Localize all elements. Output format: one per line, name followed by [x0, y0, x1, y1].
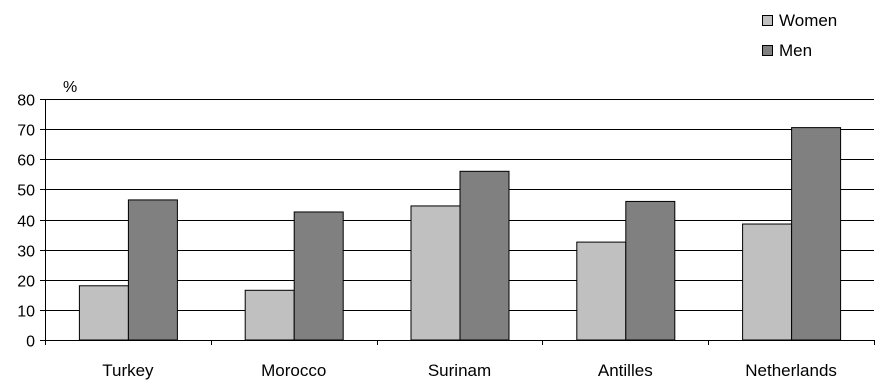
bars	[78, 127, 842, 341]
y-tick-label: 30	[17, 244, 35, 261]
bar-men-morocco	[293, 211, 344, 341]
legend-label-men: Men	[779, 41, 812, 60]
bar-women-surinam	[410, 205, 461, 341]
axes	[45, 99, 875, 345]
bar-men-turkey	[127, 199, 178, 341]
y-tick-label: 40	[17, 214, 35, 231]
legend-swatch-men	[762, 45, 773, 56]
bar-men-surinam	[459, 170, 510, 341]
bar-women-antilles	[576, 241, 627, 341]
category-label: Antilles	[598, 361, 653, 380]
y-tick-label: 60	[17, 153, 35, 170]
bar-men-antilles	[625, 200, 676, 341]
y-tick-label: 20	[17, 274, 35, 291]
y-tick-label: 50	[17, 183, 35, 200]
category-label: Netherlands	[745, 361, 837, 380]
bar-women-morocco	[244, 289, 295, 341]
legend-swatch-women	[762, 15, 773, 26]
bar-women-turkey	[78, 285, 129, 341]
y-tick-label: 70	[17, 123, 35, 140]
y-axis-unit-label: %	[63, 79, 77, 96]
category-label: Turkey	[102, 361, 154, 380]
bar-men-netherlands	[791, 127, 842, 341]
category-labels: Turkey Morocco Surinam Antilles Netherlands	[102, 361, 837, 380]
category-label: Morocco	[261, 361, 326, 380]
category-label: Surinam	[428, 361, 491, 380]
legend: Women Men	[762, 11, 837, 60]
y-tick-label: 80	[17, 93, 35, 110]
legend-label-women: Women	[779, 11, 837, 30]
bar-women-netherlands	[742, 223, 793, 341]
y-tick-labels: 0 10 20 30 40 50 60 70 80	[17, 93, 45, 351]
y-tick-label: 0	[26, 334, 35, 351]
y-tick-label: 10	[17, 304, 35, 321]
